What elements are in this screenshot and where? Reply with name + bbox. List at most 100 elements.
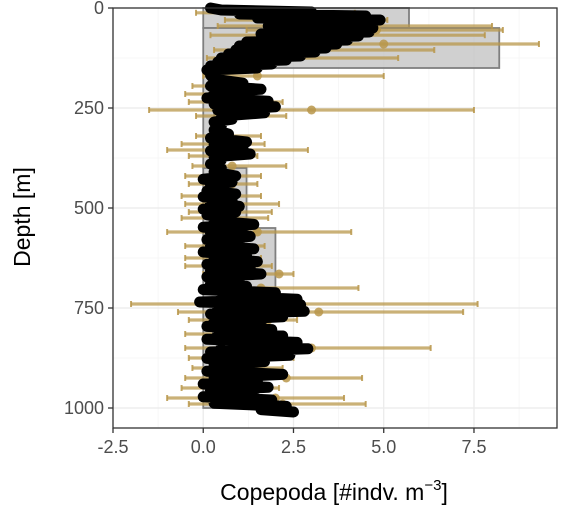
- trace-point: [228, 115, 237, 124]
- trace-point: [242, 138, 251, 146]
- trace-point: [210, 152, 219, 161]
- trace-point: [217, 292, 226, 300]
- trace-point: [231, 46, 240, 54]
- trace-point: [275, 34, 284, 42]
- x-tick-label: 2.5: [281, 437, 306, 457]
- trace-point: [311, 48, 320, 56]
- trace-point: [213, 304, 222, 312]
- trace-point: [228, 178, 237, 186]
- errorbar-mean-point: [314, 307, 324, 317]
- trace-point: [376, 16, 385, 24]
- trace-point: [210, 217, 219, 226]
- trace-point: [210, 126, 219, 134]
- trace-point: [224, 214, 233, 222]
- trace-point: [210, 100, 219, 108]
- trace-point: [210, 399, 219, 408]
- trace-point: [354, 32, 363, 40]
- trace-point: [253, 14, 262, 22]
- trace-point: [307, 8, 316, 16]
- errorbar-mean-point: [379, 39, 389, 49]
- trace-point: [206, 241, 215, 250]
- y-tick-label: 500: [74, 198, 104, 218]
- trace-point: [199, 380, 208, 388]
- trace-point: [206, 160, 215, 168]
- trace-point: [202, 210, 211, 219]
- trace-point: [199, 175, 208, 184]
- trace-point: [278, 312, 287, 321]
- trace-point: [228, 196, 237, 204]
- trace-point: [206, 279, 215, 288]
- trace-point: [267, 325, 276, 334]
- trace-point: [271, 18, 280, 26]
- trace-point: [257, 270, 265, 278]
- trace-point: [206, 229, 215, 238]
- y-tick-label: 0: [94, 0, 104, 18]
- trace-point: [278, 332, 287, 340]
- trace-point: [217, 156, 226, 164]
- trace-point: [206, 310, 215, 318]
- trace-point: [296, 300, 305, 309]
- trace-point: [235, 10, 244, 18]
- trace-point: [202, 260, 211, 269]
- trace-point: [249, 244, 258, 253]
- trace-point: [224, 50, 233, 58]
- trace-point: [199, 223, 208, 232]
- panel-frame: [112, 7, 558, 429]
- trace-point: [242, 251, 251, 260]
- trace-point: [235, 238, 244, 247]
- trace-point: [246, 91, 255, 100]
- trace-point: [210, 360, 219, 369]
- errorbar-mean-point: [227, 161, 237, 171]
- trace-point: [210, 373, 219, 382]
- x-axis-title-suffix: ]: [441, 479, 447, 505]
- trace-point: [332, 40, 341, 48]
- trace-point: [213, 328, 222, 337]
- trace-point: [257, 319, 265, 328]
- trace-point: [260, 108, 269, 117]
- trace-point: [199, 248, 208, 256]
- trace-point: [267, 60, 276, 68]
- trace-point: [206, 82, 215, 90]
- trace-point: [343, 36, 352, 44]
- trace-point: [210, 75, 219, 84]
- trace-point: [206, 386, 215, 395]
- x-tick-label: 7.5: [461, 437, 486, 457]
- x-tick-label: 5.0: [371, 437, 396, 457]
- errorbar-mean-point: [274, 269, 284, 279]
- trace-point: [289, 408, 298, 416]
- plot-panel: [113, 8, 557, 428]
- trace-point: [210, 316, 219, 324]
- trace-point: [235, 276, 244, 284]
- trace-point: [210, 168, 219, 176]
- trace-point: [206, 266, 215, 275]
- x-tick-label: -2.5: [97, 437, 128, 457]
- y-axis: 0 250 500 750 1000: [64, 0, 113, 418]
- y-tick-label: 750: [74, 298, 104, 318]
- trace-point: [253, 64, 262, 72]
- trace-point: [206, 180, 215, 189]
- trace-point: [202, 335, 211, 344]
- x-axis-title-superscript: −3: [424, 477, 441, 494]
- trace-point: [202, 272, 211, 281]
- trace-point: [206, 348, 215, 356]
- trace-point: [231, 208, 240, 216]
- trace-point: [238, 226, 247, 235]
- trace-point: [282, 56, 291, 64]
- trace-point: [282, 26, 291, 34]
- trace-point: [210, 88, 219, 96]
- trace-point: [217, 122, 226, 130]
- trace-point: [202, 235, 211, 244]
- trace-point: [257, 30, 265, 38]
- trace-point: [249, 389, 258, 398]
- trace-point: [293, 338, 302, 347]
- trace-point: [217, 112, 226, 120]
- trace-point: [264, 22, 273, 30]
- trace-point: [282, 402, 291, 411]
- trace-point: [242, 282, 251, 291]
- y-tick-label: 250: [74, 98, 104, 118]
- trace-point: [210, 118, 219, 126]
- trace-point: [206, 146, 215, 155]
- trace-point: [213, 106, 222, 114]
- trace-point: [206, 199, 215, 208]
- trace-point: [199, 192, 208, 201]
